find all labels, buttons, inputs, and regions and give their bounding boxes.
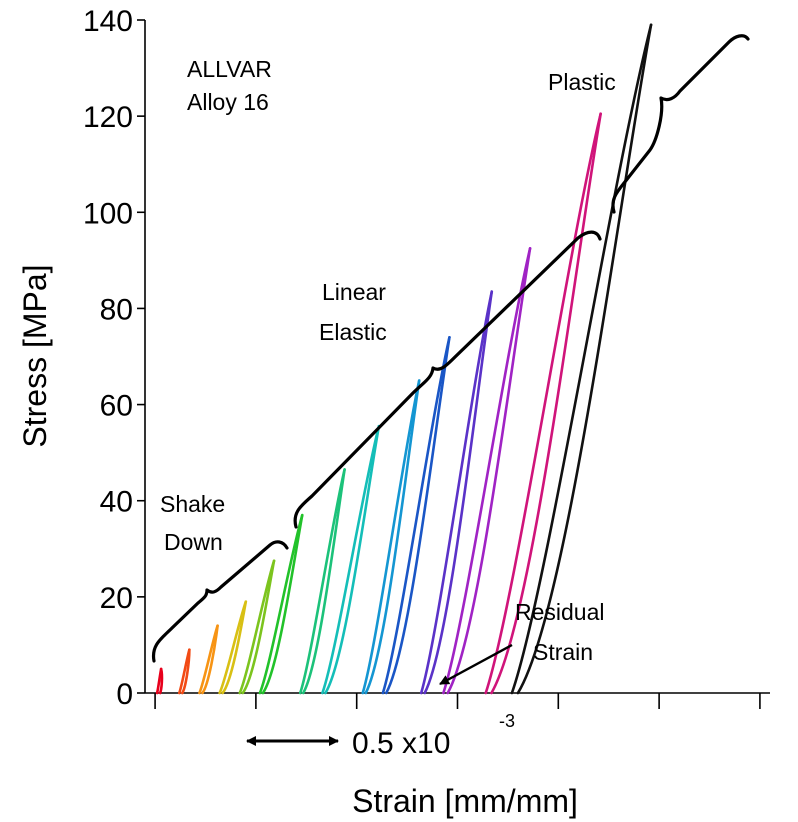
linear-elastic-label-line2: Elastic <box>319 319 387 345</box>
material-label-line2: Alloy 16 <box>187 89 269 115</box>
scale-bar-text: 0.5 x10 <box>352 727 450 760</box>
y-tick-label: 100 <box>83 197 133 230</box>
series-curve <box>157 669 162 693</box>
material-label-line1: ALLVAR <box>187 56 272 82</box>
y-tick-label: 40 <box>100 486 133 519</box>
x-axis-ticks <box>155 693 760 709</box>
shake-down-label-line2: Down <box>164 529 223 555</box>
scale-bar-exponent: -3 <box>499 711 515 731</box>
series-curve <box>220 602 246 693</box>
y-tick-label: 0 <box>116 678 133 711</box>
plastic-label: Plastic <box>548 69 616 95</box>
series-curve <box>240 561 274 693</box>
y-tick-label: 140 <box>83 5 133 38</box>
y-axis-title: Stress [MPa] <box>17 264 53 447</box>
residual-strain-label-line1: Residual <box>515 599 605 625</box>
y-tick-label: 80 <box>100 293 133 326</box>
series-branch <box>220 602 246 693</box>
series-branch <box>421 292 492 693</box>
series-curve <box>363 381 419 693</box>
series-group <box>157 25 651 693</box>
linear-elastic-label-line1: Linear <box>322 279 386 305</box>
series-branch <box>512 25 651 693</box>
y-tick-label: 60 <box>100 390 133 423</box>
series-branch <box>240 561 274 693</box>
y-tick-label: 120 <box>83 101 133 134</box>
plastic-brace <box>613 36 748 212</box>
series-branch <box>363 381 419 693</box>
series-curve <box>421 292 492 693</box>
x-axis-title: Strain [mm/mm] <box>352 783 578 819</box>
series-curve <box>179 650 189 693</box>
y-axis-ticks: 0 20 40 60 80 100 120 140 <box>83 5 145 711</box>
shake-down-label-line1: Shake <box>160 491 225 517</box>
y-tick-label: 20 <box>100 582 133 615</box>
residual-strain-label-line2: Strain <box>533 639 593 665</box>
series-branch <box>199 626 217 693</box>
series-curve <box>199 626 217 693</box>
series-curve <box>512 25 651 693</box>
